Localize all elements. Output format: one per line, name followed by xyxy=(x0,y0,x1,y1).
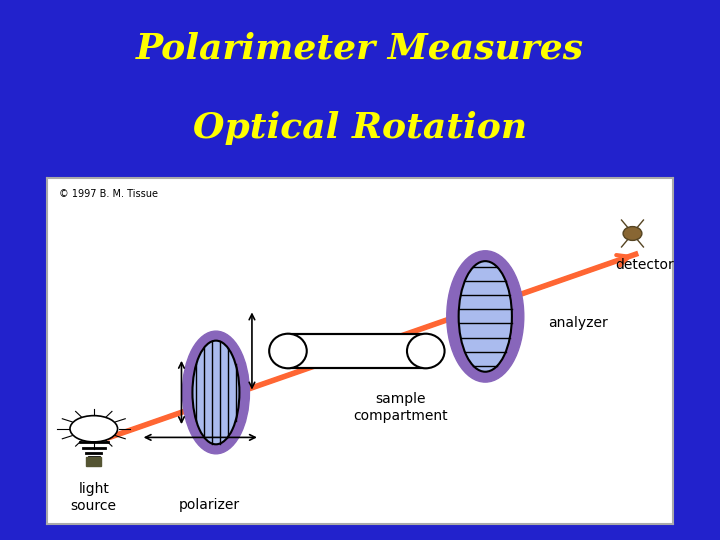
Text: detector: detector xyxy=(616,258,675,272)
Ellipse shape xyxy=(182,331,249,454)
Ellipse shape xyxy=(269,334,307,368)
Ellipse shape xyxy=(446,251,524,382)
Ellipse shape xyxy=(459,261,512,372)
Text: Optical Rotation: Optical Rotation xyxy=(193,111,527,145)
Text: sample
compartment: sample compartment xyxy=(354,393,448,423)
Circle shape xyxy=(70,416,117,442)
Ellipse shape xyxy=(192,341,240,444)
Text: light
source: light source xyxy=(71,482,117,512)
Bar xyxy=(86,457,102,466)
Text: analyzer: analyzer xyxy=(548,316,608,330)
Bar xyxy=(288,334,426,368)
Text: Polarimeter Measures: Polarimeter Measures xyxy=(136,31,584,65)
Ellipse shape xyxy=(623,227,642,240)
Text: © 1997 B. M. Tissue: © 1997 B. M. Tissue xyxy=(59,188,158,199)
Ellipse shape xyxy=(407,334,444,368)
Text: polarizer: polarizer xyxy=(179,498,240,512)
